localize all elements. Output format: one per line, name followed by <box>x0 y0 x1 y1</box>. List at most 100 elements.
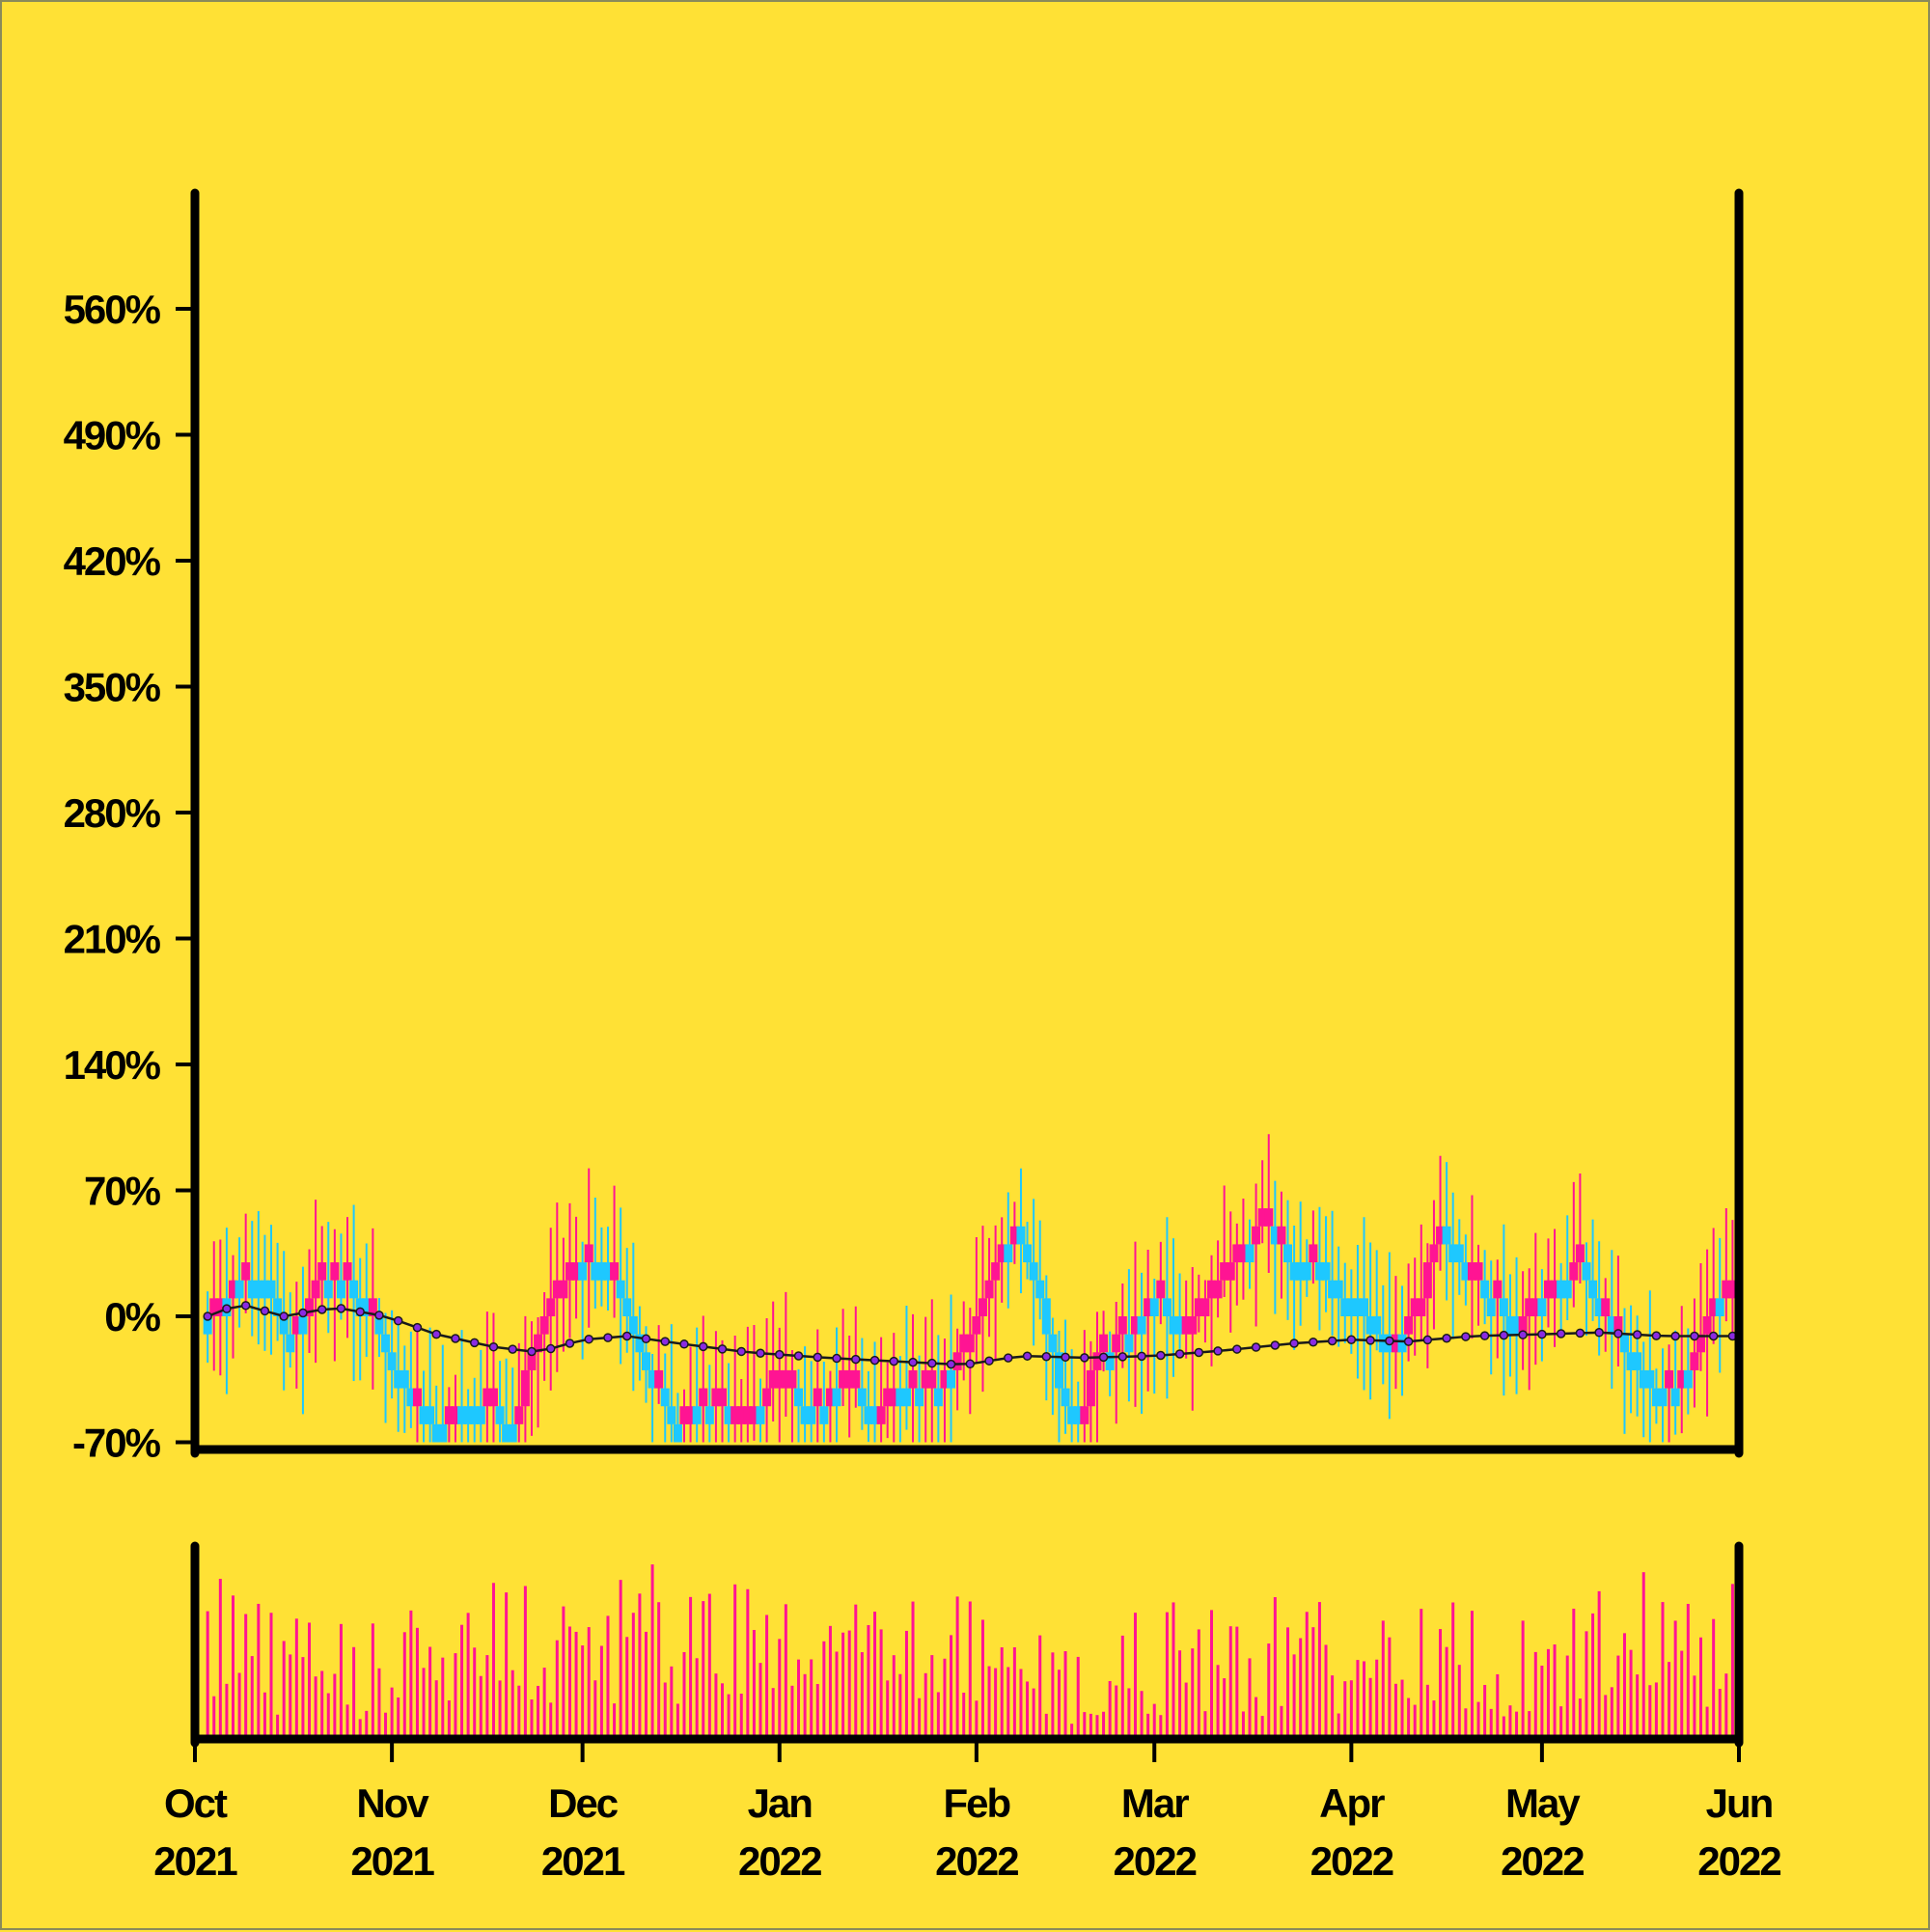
candle-body <box>1557 1280 1566 1299</box>
moving-average-point <box>336 1304 346 1313</box>
candle-body <box>686 1406 696 1424</box>
candle-body <box>1004 1244 1013 1263</box>
candle-body <box>298 1316 308 1335</box>
volume-bar <box>1083 1712 1087 1739</box>
candle-body <box>1067 1406 1077 1424</box>
y-tick-label: 420% <box>64 538 161 584</box>
volume-bar <box>657 1602 661 1739</box>
volume-bar <box>1165 1612 1169 1739</box>
volume-bar <box>835 1651 839 1739</box>
volume-bar <box>1591 1613 1595 1739</box>
moving-average-point <box>1289 1339 1299 1348</box>
moving-average-point <box>1174 1349 1185 1359</box>
volume-bar <box>1610 1687 1613 1739</box>
volume-bar <box>574 1631 578 1739</box>
volume-bar <box>638 1593 642 1739</box>
volume-bar <box>206 1611 209 1739</box>
candle-body <box>997 1244 1006 1263</box>
candle-body <box>1360 1298 1369 1316</box>
candle-body <box>1619 1334 1629 1353</box>
volume-bar <box>1521 1620 1525 1739</box>
volume-bar <box>714 1673 718 1739</box>
candle-body <box>965 1334 975 1353</box>
volume-bar <box>1337 1713 1340 1739</box>
moving-average-point <box>1632 1330 1642 1339</box>
volume-bar <box>1413 1704 1417 1739</box>
candle-body <box>229 1280 238 1299</box>
moving-average-point <box>756 1348 765 1358</box>
candle-body <box>1112 1334 1121 1353</box>
candle-body <box>901 1388 911 1407</box>
candle-body <box>1429 1244 1439 1263</box>
volume-bar <box>1388 1637 1392 1739</box>
volume-bar <box>1019 1669 1023 1739</box>
volume-bar <box>1546 1648 1550 1739</box>
candle-body <box>1346 1298 1356 1316</box>
candle-body <box>1436 1226 1446 1245</box>
moving-average-point <box>641 1334 651 1344</box>
moving-average-point <box>545 1343 556 1354</box>
candle-body <box>1486 1298 1496 1316</box>
volume-bar <box>1286 1627 1290 1739</box>
candle-body <box>756 1406 765 1424</box>
candle-body <box>704 1406 714 1424</box>
moving-average-point <box>1137 1351 1146 1362</box>
volume-bar <box>1044 1713 1048 1739</box>
volume-bar <box>1203 1711 1207 1739</box>
candle-body <box>1257 1208 1267 1227</box>
candle-body <box>622 1298 632 1316</box>
volume-bar <box>428 1646 432 1739</box>
moving-average-point <box>451 1334 460 1343</box>
candle-body <box>787 1369 797 1389</box>
volume-bar <box>301 1657 305 1739</box>
volume-bar <box>257 1603 261 1739</box>
volume-bar <box>1730 1584 1734 1739</box>
candle-body <box>266 1280 276 1299</box>
candle-body <box>1562 1280 1572 1299</box>
volume-bar <box>1095 1715 1099 1739</box>
moving-average-point <box>1061 1352 1070 1363</box>
y-tick-label: -70% <box>72 1421 161 1466</box>
volume-bar <box>1470 1611 1474 1739</box>
moving-average-point <box>965 1359 976 1369</box>
volume-bar <box>1146 1713 1150 1739</box>
volume-bar <box>562 1606 565 1739</box>
candle-body <box>1105 1352 1115 1370</box>
moving-average-point <box>1403 1337 1414 1346</box>
candle-body <box>1404 1316 1414 1335</box>
moving-average-point <box>793 1351 804 1361</box>
candle-body <box>781 1369 790 1389</box>
candle-body <box>940 1369 950 1389</box>
candle-body <box>1480 1280 1490 1299</box>
volume-bar <box>721 1683 725 1739</box>
y-tick-label: 350% <box>64 665 161 710</box>
volume-bar <box>765 1615 769 1739</box>
volume-bar <box>460 1624 464 1739</box>
candle-body <box>305 1298 315 1316</box>
moving-average-point <box>1385 1336 1394 1346</box>
volume-bar <box>1184 1682 1188 1739</box>
volume-bar <box>682 1651 686 1739</box>
moving-average-point <box>240 1301 251 1311</box>
volume-bar <box>1553 1644 1557 1739</box>
moving-average-point <box>1346 1335 1357 1344</box>
volume-bar <box>308 1622 312 1739</box>
volume-bar <box>841 1632 845 1739</box>
candle-body <box>628 1316 638 1335</box>
volume-bar <box>1356 1660 1360 1739</box>
x-tick-month: Nov <box>356 1780 429 1826</box>
moving-average-point <box>393 1315 403 1326</box>
volume-bar <box>289 1654 292 1739</box>
candle-body <box>1467 1262 1476 1281</box>
volume-panel <box>190 1541 1744 1748</box>
candle-body <box>972 1316 981 1335</box>
volume-bar <box>262 1692 266 1739</box>
volume-bar <box>1299 1638 1303 1739</box>
x-tick-month: May <box>1505 1780 1581 1826</box>
volume-bar <box>1604 1695 1608 1739</box>
candle-body <box>959 1334 969 1353</box>
moving-average-point <box>660 1337 670 1346</box>
moving-average-point <box>260 1306 270 1316</box>
candle-body <box>539 1316 549 1335</box>
volume-bar <box>1585 1631 1588 1739</box>
